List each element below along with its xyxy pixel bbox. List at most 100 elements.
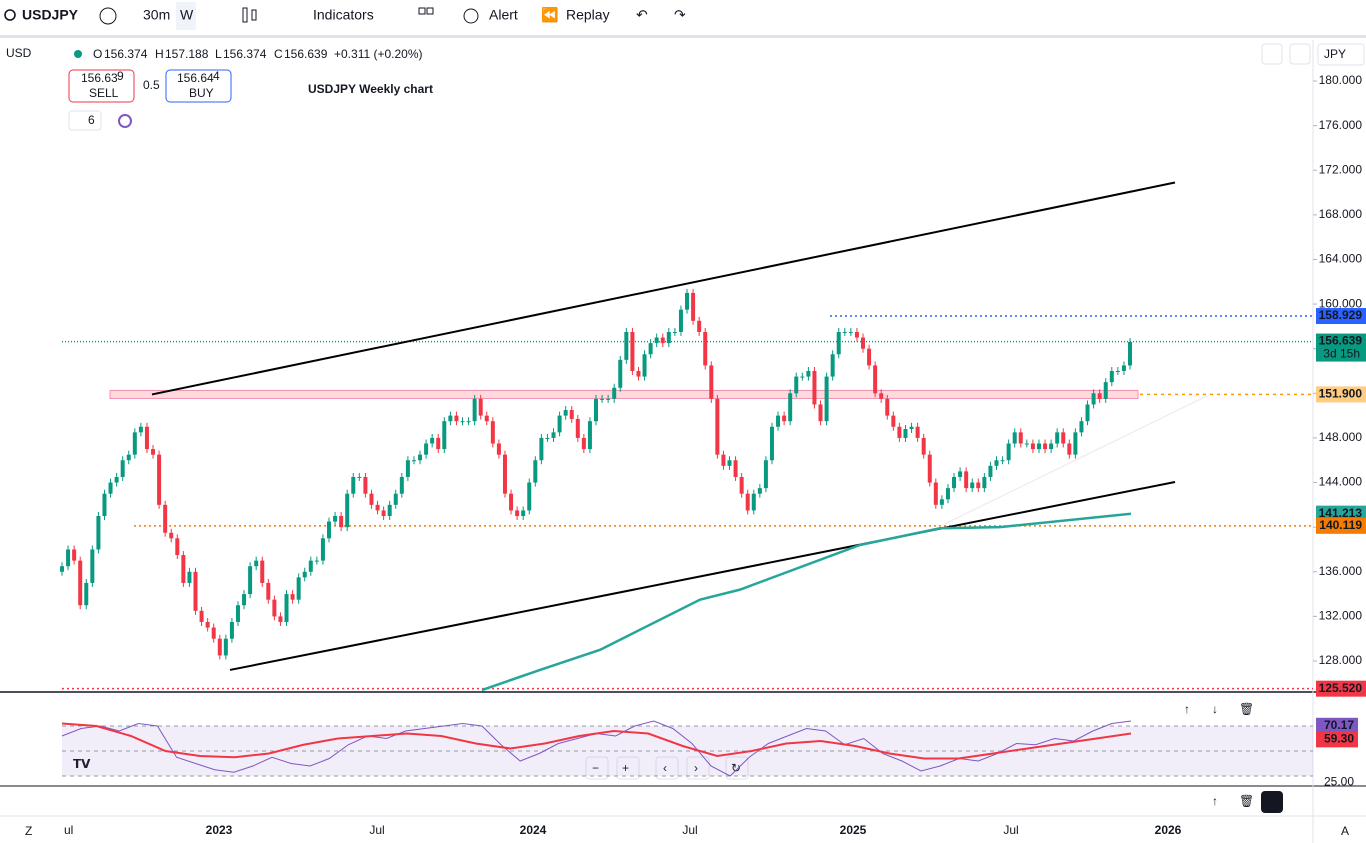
zoom-out[interactable] bbox=[585, 756, 609, 780]
replay-icon[interactable]: ⏪ bbox=[541, 7, 558, 24]
spread: 0.5 bbox=[143, 78, 160, 92]
y-tick-label: 136.000 bbox=[1319, 564, 1363, 578]
candle bbox=[988, 465, 993, 477]
candle bbox=[278, 616, 283, 622]
indicators[interactable]: Indicators bbox=[313, 7, 374, 23]
y-tick-label: 128.000 bbox=[1319, 653, 1363, 667]
candle bbox=[502, 454, 507, 494]
pane-delete[interactable]: 🗑 bbox=[1239, 794, 1254, 808]
candle-icon bbox=[251, 9, 257, 21]
scale-btn[interactable] bbox=[1261, 43, 1283, 65]
candle bbox=[187, 571, 192, 583]
candle bbox=[697, 320, 702, 332]
candle bbox=[757, 488, 762, 494]
fullscreen-btn[interactable] bbox=[1289, 43, 1311, 65]
candle bbox=[721, 454, 726, 466]
add-icon[interactable] bbox=[99, 7, 117, 25]
currency[interactable]: USD bbox=[6, 46, 32, 60]
redo[interactable]: ↷ bbox=[674, 7, 686, 23]
interval[interactable]: 30m bbox=[143, 7, 170, 23]
pane-up[interactable]: ↑ bbox=[1184, 702, 1190, 716]
pane-up[interactable]: ↑ bbox=[1212, 794, 1218, 808]
trend-hint bbox=[944, 393, 1211, 525]
candle bbox=[563, 410, 568, 416]
candle bbox=[1043, 443, 1048, 450]
candle bbox=[600, 398, 605, 400]
candle bbox=[478, 398, 483, 416]
y-tick-label: 172.000 bbox=[1319, 162, 1363, 176]
candle bbox=[242, 594, 247, 606]
c-label: C bbox=[274, 47, 283, 61]
alert-icon[interactable] bbox=[463, 8, 479, 24]
candle bbox=[624, 331, 629, 360]
price-tag bbox=[1316, 386, 1366, 403]
candle bbox=[132, 432, 137, 455]
candle bbox=[272, 599, 277, 617]
candle bbox=[527, 482, 532, 511]
candle bbox=[970, 482, 975, 489]
status-dot bbox=[74, 50, 82, 58]
reset-icon: ↻ bbox=[731, 761, 741, 775]
currency-select[interactable] bbox=[1317, 43, 1365, 66]
candle bbox=[1024, 443, 1029, 445]
scroll-right[interactable] bbox=[686, 756, 710, 780]
undo[interactable]: ↶ bbox=[636, 7, 648, 23]
reset[interactable] bbox=[725, 756, 749, 780]
corner-left[interactable]: Z bbox=[25, 824, 32, 838]
zoom-out-icon: − bbox=[592, 761, 599, 775]
pane-delete[interactable]: 🗑 bbox=[1239, 702, 1254, 716]
price-tag bbox=[1316, 680, 1366, 697]
candle bbox=[1061, 432, 1066, 444]
candle bbox=[945, 488, 950, 500]
candle bbox=[90, 549, 95, 583]
zoom-in[interactable] bbox=[616, 756, 640, 780]
candle bbox=[666, 331, 671, 344]
candle bbox=[1006, 443, 1011, 461]
candle bbox=[320, 538, 325, 561]
candle bbox=[606, 398, 611, 400]
candle bbox=[296, 577, 301, 600]
sell-price: 156.63 bbox=[81, 71, 118, 85]
candle bbox=[496, 443, 501, 455]
sync-icon[interactable] bbox=[118, 114, 132, 128]
corner-right[interactable]: A bbox=[1341, 824, 1349, 838]
countdown: 3d 15h bbox=[1323, 347, 1360, 361]
candle bbox=[120, 460, 125, 477]
candle bbox=[897, 426, 902, 438]
layers-toggle[interactable] bbox=[68, 110, 102, 131]
candle bbox=[1091, 393, 1096, 405]
replay[interactable]: Replay bbox=[566, 7, 610, 23]
change: +0.311 (+0.20%) bbox=[334, 47, 423, 61]
candle bbox=[509, 493, 514, 511]
symbol[interactable]: USDJPY bbox=[22, 7, 79, 23]
scroll-left[interactable] bbox=[655, 756, 679, 780]
sell-button[interactable] bbox=[68, 69, 135, 103]
range[interactable]: W bbox=[180, 7, 194, 23]
candle bbox=[381, 510, 386, 517]
candle bbox=[769, 426, 774, 461]
buy-button[interactable] bbox=[165, 69, 232, 103]
candle bbox=[952, 476, 957, 489]
candle bbox=[521, 510, 526, 517]
candle bbox=[703, 331, 708, 366]
left-icon: ‹ bbox=[663, 761, 667, 775]
candle bbox=[223, 638, 228, 656]
candle bbox=[618, 359, 623, 388]
y-tick-label: 160.000 bbox=[1319, 296, 1363, 310]
pane-collapse[interactable] bbox=[1261, 791, 1283, 813]
pane-buttons: ↑ ↓ 🗑 ↑ 🗑 bbox=[1184, 702, 1283, 813]
pane-down[interactable]: ↓ bbox=[1212, 702, 1218, 716]
axis-currency[interactable]: JPY bbox=[1324, 47, 1346, 61]
candle-icon[interactable] bbox=[242, 7, 248, 23]
candle bbox=[387, 504, 392, 517]
candle bbox=[290, 594, 295, 600]
close: 156.639 bbox=[284, 47, 328, 61]
candle bbox=[885, 398, 890, 416]
candle bbox=[114, 476, 119, 483]
alert[interactable]: Alert bbox=[489, 7, 518, 23]
candle bbox=[642, 354, 647, 377]
layout-icon[interactable] bbox=[418, 7, 426, 15]
range-bg bbox=[176, 2, 196, 30]
candle bbox=[205, 621, 210, 628]
